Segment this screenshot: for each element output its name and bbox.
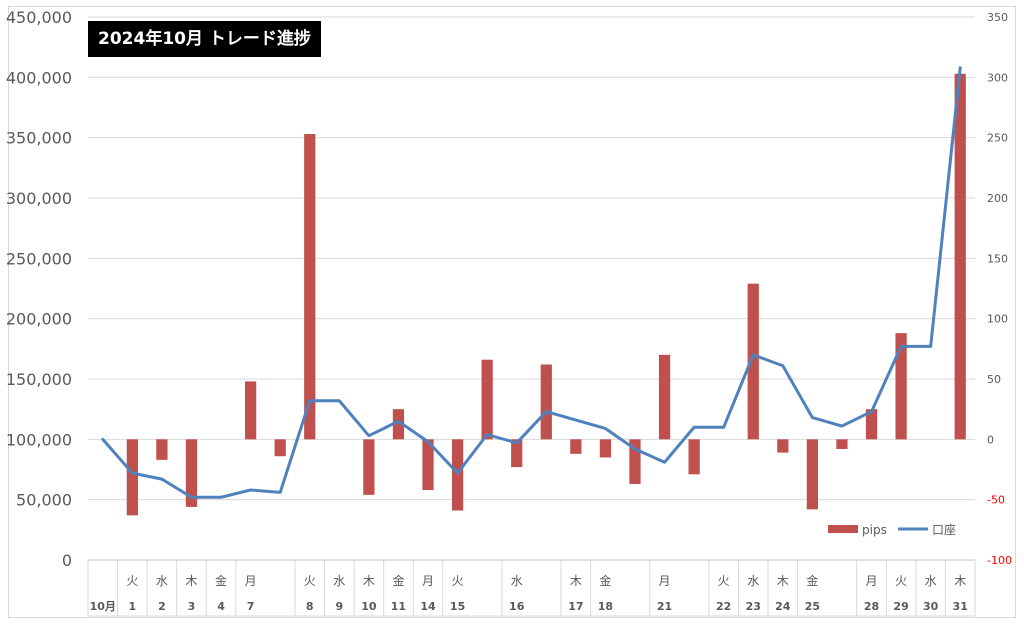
category-weekday: 水 — [156, 574, 168, 588]
right-axis-tick-label: -50 — [987, 494, 1005, 507]
right-axis-tick-label: 150 — [987, 252, 1008, 265]
category-weekday: 水 — [511, 574, 523, 588]
bar-pips — [274, 439, 286, 457]
category-weekday: 金 — [392, 573, 404, 588]
bar-pips — [126, 439, 138, 516]
category-date: 17 — [568, 600, 583, 613]
left-axis-tick-label: 0 — [62, 551, 72, 570]
bar-pips — [688, 439, 700, 475]
category-weekday: 月 — [422, 574, 434, 588]
right-axis-tick-label: 250 — [987, 132, 1008, 145]
category-weekday: 火 — [126, 574, 138, 588]
bar-pips — [540, 364, 552, 440]
left-axis-tick-label: 350,000 — [6, 129, 72, 148]
category-weekday: 火 — [718, 574, 730, 588]
category-date: 14 — [420, 600, 436, 613]
category-weekday: 水 — [925, 574, 937, 588]
bar-pips — [156, 439, 168, 460]
left-axis-tick-label: 250,000 — [6, 249, 72, 268]
legend-label-pips: pips — [862, 523, 887, 537]
bar-pips — [806, 439, 819, 510]
category-date: 3 — [188, 600, 196, 613]
bar-pips — [777, 439, 789, 453]
left-axis-tick-label: 400,000 — [6, 68, 72, 87]
right-axis-tick-label: 300 — [987, 71, 1008, 84]
category-date: 15 — [450, 600, 465, 613]
bar-pips — [451, 439, 464, 511]
category-date: 21 — [657, 600, 672, 613]
legend-label-account: 口座 — [932, 522, 956, 537]
category-date: 10月 — [90, 600, 116, 613]
legend-swatch-pips — [828, 525, 858, 533]
category-date: 22 — [716, 600, 731, 613]
category-weekday: 木 — [954, 574, 966, 588]
category-date: 9 — [335, 600, 343, 613]
category-date: 23 — [746, 600, 761, 613]
left-axis-tick-label: 450,000 — [6, 8, 72, 27]
bar-pips — [599, 439, 612, 458]
category-weekday: 木 — [777, 574, 789, 588]
category-date: 18 — [598, 600, 613, 613]
right-axis-tick-label: 200 — [987, 192, 1008, 205]
category-date: 25 — [805, 600, 820, 613]
category-weekday: 月 — [245, 574, 257, 588]
category-date: 4 — [217, 600, 225, 613]
category-weekday: 金 — [599, 573, 611, 588]
category-date: 24 — [775, 600, 791, 613]
category-date: 10 — [361, 600, 377, 613]
category-weekday: 水 — [747, 574, 759, 588]
category-date: 2 — [158, 600, 166, 613]
bar-pips — [511, 439, 523, 468]
bar-pips — [954, 73, 966, 440]
left-axis-tick-label: 50,000 — [16, 491, 72, 510]
left-axis-tick-label: 200,000 — [6, 310, 72, 329]
category-date: 16 — [509, 600, 525, 613]
category-date: 29 — [893, 600, 908, 613]
left-axis-tick-label: 100,000 — [6, 430, 72, 449]
category-weekday: 金 — [806, 573, 818, 588]
category-weekday: 木 — [185, 574, 197, 588]
category-weekday: 木 — [570, 574, 582, 588]
right-axis-tick-label: 100 — [987, 313, 1008, 326]
bar-pips — [422, 439, 434, 491]
category-weekday: 金 — [215, 573, 227, 588]
bar-pips — [363, 439, 375, 495]
category-weekday: 水 — [333, 574, 345, 588]
category-weekday: 木 — [363, 574, 375, 588]
category-date: 7 — [247, 600, 255, 613]
bar-pips — [185, 439, 198, 507]
chart-frame — [8, 6, 1016, 618]
category-date: 31 — [953, 600, 968, 613]
right-axis-tick-label: -100 — [987, 554, 1012, 567]
bar-pips — [392, 409, 405, 440]
category-weekday: 月 — [866, 574, 878, 588]
bar-pips — [658, 354, 671, 440]
bar-pips — [895, 333, 907, 440]
bar-pips — [629, 439, 641, 484]
right-axis-tick-label: 0 — [987, 433, 994, 446]
category-weekday: 火 — [452, 574, 464, 588]
bar-pips — [481, 359, 493, 440]
bar-pips — [836, 439, 848, 449]
right-axis-tick-label: 50 — [987, 373, 1001, 386]
category-date: 11 — [391, 600, 406, 613]
category-date: 30 — [923, 600, 939, 613]
bar-pips — [570, 439, 582, 454]
category-weekday: 火 — [895, 574, 907, 588]
chart-title: 2024年10月 トレード進捗 — [88, 21, 321, 57]
category-date: 1 — [129, 600, 137, 613]
line-account — [101, 66, 962, 499]
category-date: 28 — [864, 600, 879, 613]
left-axis-tick-label: 300,000 — [6, 189, 72, 208]
bar-pips — [865, 409, 878, 440]
right-axis-tick-label: 350 — [987, 11, 1008, 24]
category-weekday: 火 — [304, 574, 316, 588]
category-date: 8 — [306, 600, 314, 613]
bar-pips — [244, 381, 257, 440]
left-axis-tick-label: 150,000 — [6, 370, 72, 389]
bar-pips — [747, 283, 759, 440]
category-weekday: 月 — [659, 574, 671, 588]
bar-pips — [304, 134, 316, 440]
